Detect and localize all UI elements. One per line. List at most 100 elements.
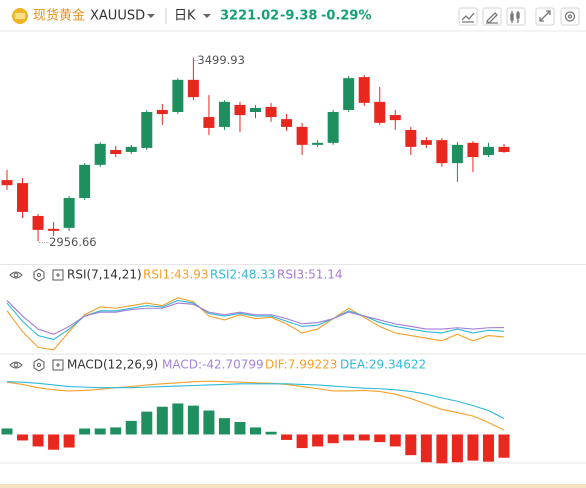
- macd-bar: [110, 427, 122, 435]
- candle-body: [358, 77, 370, 103]
- bottom-strip: [0, 484, 586, 488]
- candle-body: [1, 180, 13, 186]
- candle-body: [436, 140, 448, 164]
- settings-icon-center: [567, 14, 573, 19]
- indicator-line: [6, 380, 505, 431]
- candle-body: [482, 146, 494, 156]
- macd-bar: [141, 411, 153, 435]
- macd-bar: [172, 403, 184, 435]
- legend-entry: DIF:7.99223: [265, 358, 337, 372]
- candle-body: [187, 79, 199, 98]
- candle-body: [156, 109, 168, 115]
- chart-type-button[interactable]: [506, 7, 526, 26]
- instrument-name[interactable]: 现货黄金: [33, 8, 85, 24]
- macd-toggle[interactable]: [52, 359, 64, 371]
- candle-body: [63, 198, 75, 228]
- candle-body: [265, 106, 277, 118]
- macd-bar: [467, 434, 479, 461]
- candle-body: [110, 149, 122, 155]
- candle-body: [17, 183, 29, 212]
- macd-bar: [94, 428, 106, 435]
- period[interactable]: 日K: [174, 9, 196, 24]
- legend-entry: RSI1:43.93: [143, 268, 209, 282]
- candle-body: [141, 112, 153, 148]
- macd-title: MACD(12,26,9): [67, 358, 158, 372]
- macd-bar: [250, 427, 261, 435]
- macd-toggle-mark: [56, 363, 60, 367]
- indicator-button[interactable]: [458, 7, 478, 26]
- top-bar: [0, 0, 586, 31]
- macd-bar: [63, 434, 75, 448]
- macd-bar: [389, 434, 401, 447]
- macd-bar: [343, 434, 355, 441]
- rsi-settings-center: [36, 272, 42, 278]
- candle-body: [32, 215, 44, 230]
- rsi-visibility-pupil: [13, 272, 19, 278]
- chart-type-icon: [510, 11, 520, 23]
- candle-body: [451, 144, 463, 164]
- macd-bar: [234, 421, 246, 435]
- candle-body: [467, 142, 479, 158]
- rsi-toggle[interactable]: [52, 269, 64, 281]
- macd-bar: [187, 405, 199, 435]
- macd-bar: [374, 434, 386, 443]
- candle-body: [498, 146, 510, 152]
- macd-bar: [327, 434, 339, 444]
- macd-bar: [358, 434, 370, 441]
- indicator-line: [6, 381, 505, 419]
- price: 3221.02: [220, 9, 279, 24]
- macd-bar: [265, 431, 277, 435]
- settings-button[interactable]: [560, 7, 580, 26]
- macd-bar: [218, 418, 230, 435]
- candle-body: [296, 126, 308, 145]
- legend-entry: RSI3:51.14: [277, 268, 343, 282]
- candle-body: [374, 101, 386, 123]
- macd-visibility[interactable]: [9, 361, 23, 369]
- candle-body: [343, 78, 355, 110]
- candle-body: [312, 142, 324, 145]
- candle-body: [79, 164, 91, 199]
- candle-body: [218, 101, 230, 127]
- candle-body: [281, 119, 293, 127]
- macd-visibility-pupil: [13, 362, 19, 368]
- candle-body: [125, 146, 137, 152]
- macd-bar: [203, 410, 215, 435]
- candle-body: [172, 79, 184, 113]
- settings-icon: [564, 11, 576, 22]
- min-annotation: 2956.66: [49, 235, 97, 249]
- rsi-title: RSI(7,14,21): [67, 268, 142, 282]
- indicator-line: [6, 299, 505, 341]
- candle-body: [203, 117, 215, 128]
- fullscreen-icon: [539, 10, 551, 22]
- candle-body: [420, 140, 432, 145]
- legend-entry: MACD:-42.70799: [162, 358, 264, 372]
- candle-body: [405, 129, 417, 147]
- macd-bar: [1, 428, 13, 435]
- macd-bar: [17, 434, 29, 441]
- macd-bar: [32, 434, 44, 447]
- fullscreen-button[interactable]: [535, 7, 555, 26]
- change: -9.38: [280, 9, 317, 24]
- macd-bar: [48, 434, 60, 450]
- rsi-settings[interactable]: [33, 268, 45, 282]
- indicator-line: [6, 297, 505, 351]
- instrument-icon-bar: [15, 13, 25, 19]
- macd-bar: [451, 434, 463, 463]
- macd-settings-center: [36, 362, 42, 368]
- macd-bar: [436, 434, 448, 464]
- symbol[interactable]: XAUUSD: [90, 9, 145, 24]
- max-annotation: 3499.93: [197, 53, 245, 67]
- macd-bar: [420, 434, 432, 463]
- draw-button[interactable]: [482, 7, 502, 26]
- period-dropdown[interactable]: [203, 14, 211, 18]
- draw-icon: [486, 12, 498, 24]
- macd-bar: [312, 434, 324, 447]
- candle-body: [389, 115, 401, 121]
- symbol-dropdown[interactable]: [147, 14, 155, 18]
- macd-settings[interactable]: [33, 358, 45, 372]
- candle-body: [234, 104, 246, 116]
- macd-bar: [79, 428, 91, 435]
- macd-bar: [281, 434, 293, 440]
- rsi-visibility[interactable]: [9, 271, 23, 279]
